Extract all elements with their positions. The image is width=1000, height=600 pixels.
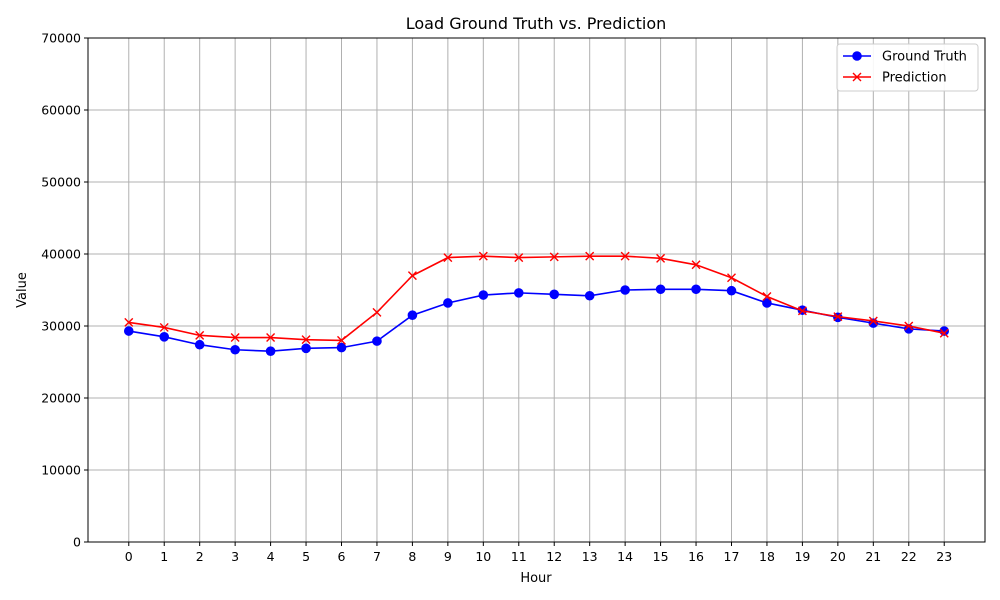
ground-truth-point — [407, 310, 418, 321]
prediction-point — [939, 328, 949, 338]
ground-truth-point — [478, 290, 489, 300]
legend: Ground Truth Prediction — [836, 43, 979, 92]
legend-box — [836, 43, 979, 92]
y-tick-label: 70000 — [41, 31, 81, 46]
prediction-point — [372, 307, 382, 317]
x-tick-label: 17 — [724, 549, 740, 564]
x-tick-label: 13 — [582, 549, 598, 564]
grid-lines — [88, 37, 985, 543]
prediction-point — [762, 291, 772, 301]
ground-truth-point — [655, 284, 666, 295]
prediction-point — [549, 252, 559, 262]
prediction-point — [691, 260, 701, 270]
legend-ground-truth-marker — [852, 51, 862, 61]
axis-ticks: 0 1 2 3 4 5 6 7 8 9 10 11 12 13 14 15 16 17 18 19 20 21 22 2301… — [41, 31, 952, 565]
prediction-point — [620, 251, 630, 261]
ground-truth-point — [265, 346, 276, 357]
prediction-point — [585, 251, 595, 261]
ground-truth-point — [620, 285, 630, 295]
y-tick-label: 60000 — [41, 103, 81, 118]
ground-truth-point — [584, 290, 595, 301]
y-axis-title: Value — [15, 272, 30, 308]
x-tick-label: 19 — [794, 549, 810, 564]
y-tick-label: 40000 — [41, 247, 81, 262]
ground-truth-point — [230, 344, 240, 355]
y-tick-label: 0 — [73, 535, 81, 550]
ground-truth-point — [336, 342, 347, 353]
ground-truth-point — [159, 332, 170, 342]
prediction-point — [124, 317, 134, 327]
prediction-point — [195, 330, 205, 340]
y-tick-label: 10000 — [41, 463, 81, 478]
prediction-point — [337, 335, 346, 345]
prediction-line — [128, 255, 945, 342]
series-layer — [123, 251, 950, 357]
prediction-point — [478, 251, 488, 261]
prediction-point — [407, 271, 417, 281]
prediction-point — [727, 273, 736, 283]
x-tick-label: 4 — [267, 549, 275, 564]
ground-truth-point — [726, 285, 737, 296]
x-tick-label: 8 — [408, 549, 416, 564]
x-tick-label: 3 — [231, 549, 239, 564]
y-tick-label: 50000 — [41, 175, 81, 190]
ground-truth-point — [549, 289, 560, 300]
x-tick-label: 0 — [125, 549, 133, 564]
ground-truth-point — [513, 288, 524, 298]
prediction-point — [868, 316, 878, 326]
ground-truth-point — [301, 343, 311, 354]
y-tick-label: 20000 — [41, 391, 81, 406]
x-tick-label: 18 — [759, 549, 775, 564]
x-tick-label: 7 — [373, 549, 381, 564]
y-tick-label: 30000 — [41, 319, 81, 334]
x-tick-label: 16 — [688, 549, 704, 564]
prediction-point — [230, 333, 240, 343]
x-tick-label: 12 — [546, 549, 562, 564]
x-tick-label: 15 — [653, 549, 669, 564]
x-tick-label: 21 — [865, 549, 881, 564]
prediction-series — [124, 251, 949, 345]
x-tick-label: 10 — [475, 549, 491, 564]
x-tick-label: 2 — [196, 549, 204, 564]
x-tick-label: 11 — [511, 549, 527, 564]
x-tick-label: 20 — [830, 549, 846, 564]
x-tick-label: 9 — [444, 549, 452, 564]
legend-prediction-label: Prediction — [882, 71, 947, 86]
prediction-point — [514, 253, 524, 263]
ground-truth-point — [762, 298, 772, 308]
prediction-point — [656, 253, 666, 263]
ground-truth-point — [443, 298, 453, 308]
x-tick-label: 23 — [936, 549, 952, 564]
prediction-point — [833, 312, 843, 322]
x-tick-label: 1 — [160, 549, 168, 564]
ground-truth-point — [691, 284, 701, 295]
prediction-point — [443, 253, 453, 263]
x-axis-title: Hour — [520, 571, 552, 586]
prediction-point — [301, 335, 311, 345]
x-tick-label: 14 — [617, 549, 633, 564]
ground-truth-point — [123, 326, 134, 336]
legend-prediction-marker — [852, 72, 862, 82]
ground-truth-point — [372, 336, 382, 346]
plot-area-frame — [87, 37, 986, 543]
x-tick-label: 6 — [338, 549, 346, 564]
prediction-point — [904, 321, 914, 331]
chart-title: Load Ground Truth vs. Prediction — [406, 14, 667, 33]
prediction-point — [159, 322, 169, 332]
legend-ground-truth-label: Ground Truth — [882, 50, 967, 65]
ground-truth-point — [194, 339, 205, 350]
prediction-point — [266, 333, 276, 343]
x-tick-label: 22 — [901, 549, 917, 564]
prediction-point — [797, 306, 807, 316]
x-tick-label: 5 — [302, 549, 310, 564]
